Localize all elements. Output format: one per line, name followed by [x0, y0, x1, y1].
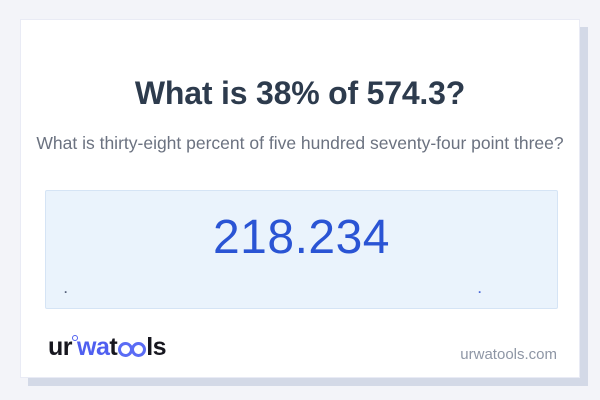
logo-glasses-oo-icon — [118, 342, 147, 357]
answer-value: 218.234 — [212, 211, 390, 264]
result-card: What is 38% of 574.3? What is thirty-eig… — [20, 19, 580, 378]
site-url-text: urwatools.com — [460, 346, 557, 363]
logo-text-wa: wa — [77, 333, 110, 361]
question-in-words: What is thirty-eight percent of five hun… — [36, 133, 564, 154]
answer-box-left-dot: . — [64, 282, 68, 296]
answer-box-right-dot: . — [478, 282, 482, 296]
urwatools-logo[interactable]: ur wa t ls — [48, 333, 167, 362]
question-title: What is 38% of 574.3? — [134, 75, 466, 111]
logo-text-t: t — [109, 333, 118, 361]
answer-box: 218.234 . . — [45, 190, 558, 309]
logo-degree-ring-icon — [72, 335, 78, 341]
logo-text-ur: ur — [48, 333, 73, 361]
logo-text-ls: ls — [146, 333, 167, 361]
